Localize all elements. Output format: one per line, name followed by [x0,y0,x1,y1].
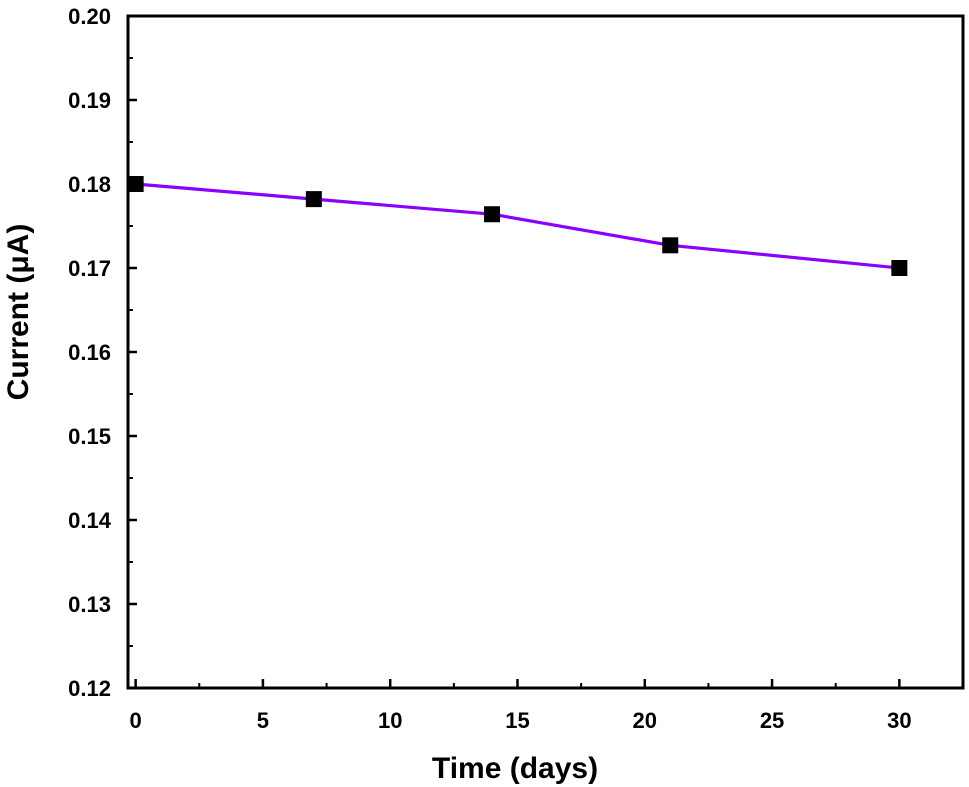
axes [126,14,965,690]
data-point [662,237,679,254]
x-tick-label: 5 [257,708,269,733]
y-axis-title: Current (μA) [2,224,35,401]
y-tick-label: 0.15 [68,424,111,449]
y-tick-label: 0.20 [68,4,111,29]
y-tick-label: 0.14 [68,508,112,533]
x-tick-label: 30 [887,708,911,733]
data-point [127,176,144,192]
plot-area [127,176,908,276]
series-line [135,182,900,270]
y-tick-label: 0.19 [68,88,111,113]
y-tick-label: 0.12 [68,676,111,701]
x-tick-label: 20 [633,708,657,733]
x-axis-title: Time (days) [432,752,598,785]
y-tick-label: 0.18 [68,172,111,197]
x-tick-label: 25 [760,708,784,733]
x-tick-label: 10 [378,708,402,733]
plot-frame [126,14,965,690]
data-point [484,206,501,223]
data-point [891,260,908,276]
x-tick-label: 15 [505,708,529,733]
y-tick-label: 0.17 [68,256,111,281]
x-tick-label: 0 [130,708,142,733]
y-tick-label: 0.16 [68,340,111,365]
y-tick-label: 0.13 [68,592,111,617]
data-point [305,191,322,208]
ticks: 0.12 0.13 0.14 0.15 0.16 0.17 0.18 0.19 0.20 0 5 10… [68,4,964,733]
